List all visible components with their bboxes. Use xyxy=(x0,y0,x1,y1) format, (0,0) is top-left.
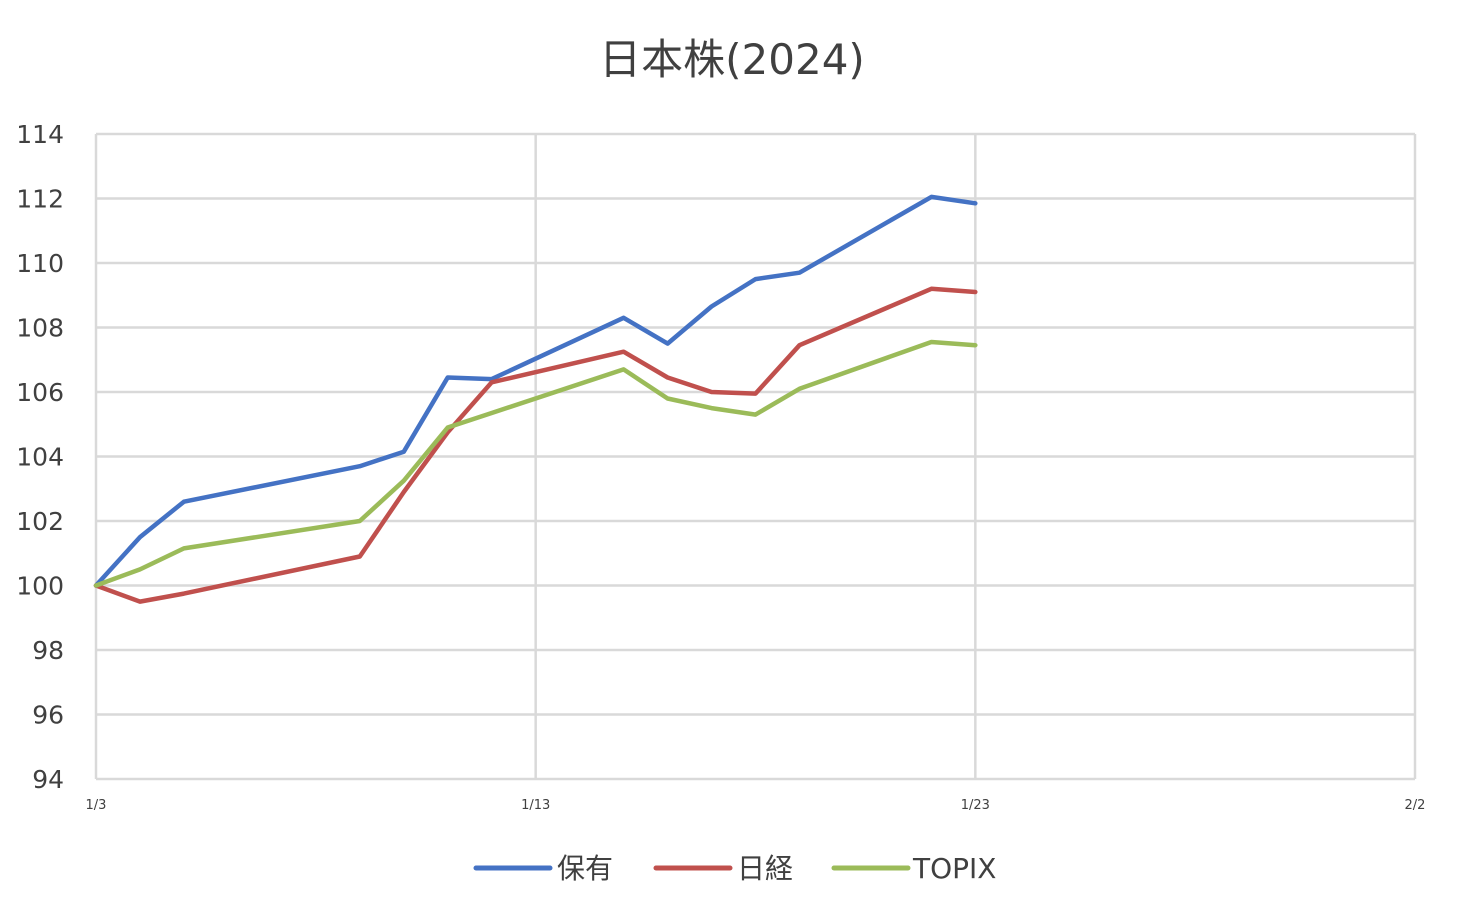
y-tick-label: 96 xyxy=(32,701,64,730)
x-tick-label: 1/23 xyxy=(961,798,990,813)
x-tick-label: 2/2 xyxy=(1405,798,1426,813)
y-tick-label: 112 xyxy=(16,185,64,214)
y-tick-label: 114 xyxy=(16,120,64,149)
series-lines xyxy=(93,194,978,604)
legend-item: TOPIX xyxy=(831,852,996,885)
y-tick-label: 102 xyxy=(16,507,64,536)
series-line-0 xyxy=(93,194,978,588)
y-tick-label: 100 xyxy=(16,572,64,601)
y-tick-label: 98 xyxy=(32,636,64,665)
legend-item: 日経 xyxy=(653,852,793,885)
x-tick-label: 1/3 xyxy=(86,798,107,813)
x-tick-label: 1/13 xyxy=(521,798,550,813)
legend: 保有 日経 TOPIX xyxy=(473,852,996,885)
legend-label: TOPIX xyxy=(912,852,996,885)
grid xyxy=(94,132,1417,781)
y-tick-label: 104 xyxy=(16,443,64,472)
series-line-1 xyxy=(93,286,978,604)
legend-label: 保有 xyxy=(557,852,613,885)
y-tick-label: 94 xyxy=(32,765,64,794)
y-tick-label: 108 xyxy=(16,314,64,343)
legend-label: 日経 xyxy=(737,852,793,885)
chart-title: 日本株(2024) xyxy=(599,35,865,84)
legend-item: 保有 xyxy=(473,852,613,885)
series-line-2 xyxy=(93,339,978,588)
y-tick-label: 106 xyxy=(16,378,64,407)
y-tick-label: 110 xyxy=(16,249,64,278)
axes: 94 96 98 100 102 104 106 108 110 112 114 1/3 1/13 1/2… xyxy=(16,120,1425,813)
